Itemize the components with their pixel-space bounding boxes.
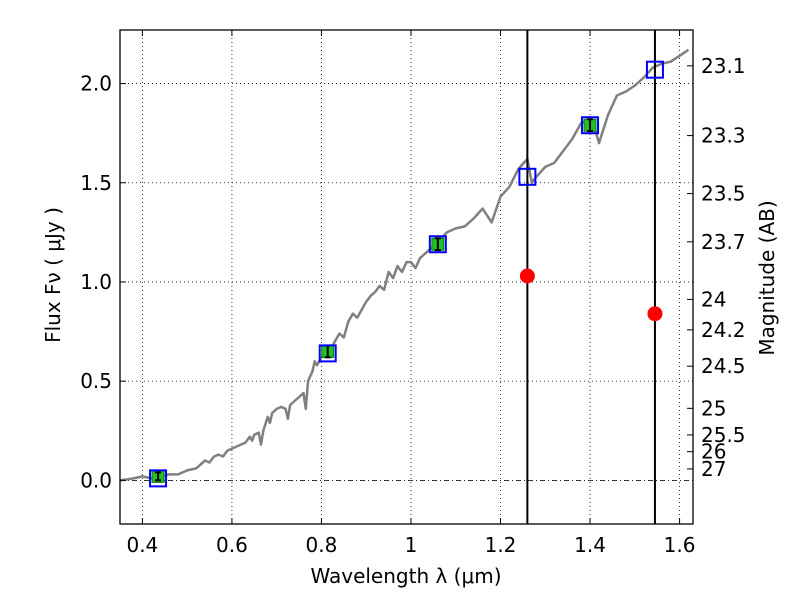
magnitude-tick-label: 24 — [701, 287, 726, 311]
y-tick-label: 1.5 — [80, 171, 112, 195]
magnitude-tick-label: 24.2 — [701, 318, 746, 342]
magnitude-tick-label: 25.5 — [701, 423, 746, 447]
x-tick-label: 0.4 — [126, 533, 158, 557]
x-tick-label: 0.6 — [216, 533, 248, 557]
vertical-marker-lines — [526, 30, 656, 524]
plot-frame — [119, 29, 694, 525]
magnitude-tick-label: 23.5 — [701, 182, 746, 206]
observed-flux-circle — [519, 268, 535, 284]
grid-lines — [120, 30, 693, 524]
axis-ticks: 0.4 0.6 0.8 1 1.2 1.4 1.6 0.0 0.5 1.0 1.5 2.0 23.1 23… — [80, 30, 746, 557]
x-tick-label: 1.4 — [574, 533, 606, 557]
y-tick-label: 0.0 — [80, 468, 112, 492]
model-photometry-square — [518, 167, 537, 186]
y2-axis-label: Magnitude (AB) — [755, 200, 779, 355]
observed-flux-circle — [647, 306, 663, 322]
magnitude-tick-label: 23.7 — [701, 230, 746, 254]
x-tick-label: 1 — [405, 533, 418, 557]
model-photometry-square — [149, 469, 168, 488]
model-spectrum-line — [119, 48, 690, 482]
x-tick-label: 1.2 — [485, 533, 517, 557]
y-tick-label: 1.0 — [80, 270, 112, 294]
magnitude-tick-label: 24.5 — [701, 354, 746, 378]
magnitude-tick-label: 23.1 — [701, 54, 746, 78]
y-tick-label: 0.5 — [80, 369, 112, 393]
y-tick-label: 2.0 — [80, 72, 112, 96]
model-photometry-square — [318, 344, 337, 363]
magnitude-tick-label: 26 — [701, 440, 726, 464]
x-tick-label: 1.6 — [664, 533, 696, 557]
magnitude-tick-label: 25 — [701, 396, 726, 420]
model-photometry-square — [428, 235, 447, 254]
photometry-markers — [149, 60, 664, 488]
magnitude-tick-label: 27 — [701, 457, 726, 481]
model-photometry-square — [581, 116, 600, 135]
plot-border — [119, 29, 694, 525]
y-axis-label: Flux Fν ( μJy ) — [41, 207, 65, 343]
x-tick-label: 0.8 — [306, 533, 338, 557]
x-axis-label: Wavelength λ (μm) — [310, 564, 501, 588]
model-spectrum — [119, 48, 690, 482]
magnitude-tick-label: 23.3 — [701, 124, 746, 148]
model-photometry-square — [645, 60, 664, 79]
